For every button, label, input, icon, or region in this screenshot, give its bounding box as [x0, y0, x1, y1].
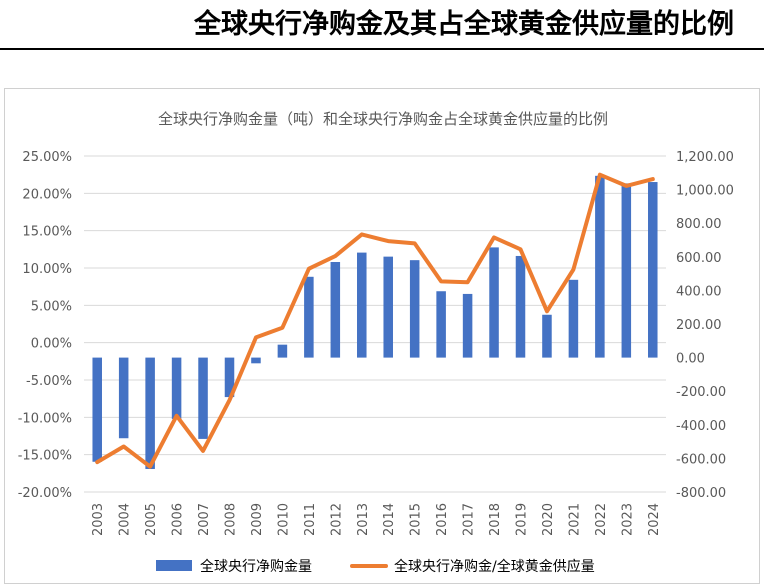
bar	[330, 262, 341, 358]
bar	[515, 255, 526, 358]
left-axis-tick-label: -10.00%	[18, 411, 72, 426]
left-axis: -20.00% -15.00% -10.00% -5.00% 0.00% 5.00% 10.…	[18, 150, 72, 501]
x-axis-tick-label: 2012	[329, 503, 344, 536]
left-axis-tick-label: -20.00%	[18, 486, 72, 501]
right-axis-tick-label: 600.00	[676, 251, 722, 266]
left-axis-tick-label: 15.00%	[22, 225, 72, 240]
bar	[462, 293, 473, 358]
legend: 全球央行净购金量 全球央行净购金/全球黄金供应量	[156, 558, 595, 575]
ratio-line	[95, 172, 655, 469]
x-axis-tick-label: 2023	[620, 503, 635, 536]
x-axis-tick-label: 2011	[303, 503, 318, 536]
x-axis-tick-label: 2003	[91, 503, 106, 536]
chart-frame	[4, 88, 760, 584]
x-axis-tick-label: 2009	[250, 503, 265, 536]
bar	[171, 357, 182, 419]
x-axis-tick-label: 2004	[118, 503, 133, 536]
x-axis-tick-label: 2021	[567, 503, 582, 536]
left-axis-tick-label: 5.00%	[31, 299, 72, 314]
x-axis-tick-label: 2008	[224, 503, 239, 536]
gridlines	[84, 155, 666, 493]
right-axis-tick-label: 1,200.00	[676, 150, 734, 165]
x-axis: 2003 2004 2005 2006 2007 2008 2009 2010 2011 2012…	[91, 503, 662, 536]
x-axis-tick-label: 2017	[462, 503, 477, 536]
x-axis-tick-label: 2020	[541, 503, 556, 536]
chart-title: 全球央行净购金量（吨）和全球央行净购金占全球黄金供应量的比例	[158, 110, 608, 128]
left-axis-tick-label: -15.00%	[18, 449, 72, 464]
x-axis-tick-label: 2013	[356, 503, 371, 536]
bar	[436, 291, 446, 358]
bar	[409, 260, 420, 358]
left-axis-tick-label: -5.00%	[26, 374, 72, 389]
x-axis-tick-label: 2015	[409, 503, 424, 536]
right-axis-tick-label: -400.00	[676, 419, 726, 434]
x-axis-tick-label: 2005	[144, 503, 159, 536]
x-axis-tick-label: 2018	[488, 503, 503, 536]
bar	[198, 357, 208, 439]
bar	[648, 182, 658, 358]
x-axis-tick-label: 2010	[276, 503, 291, 536]
right-axis-tick-label: -600.00	[676, 452, 726, 467]
bar	[621, 183, 632, 358]
title-rule	[0, 48, 764, 50]
right-axis-tick-label: 0.00	[676, 352, 705, 367]
right-axis-tick-label: 200.00	[676, 318, 722, 333]
page-title: 全球央行净购金及其占全球黄金供应量的比例	[194, 9, 734, 40]
right-axis: -800.00 -600.00 -400.00 -200.00 0.00 200.00 40…	[676, 150, 734, 501]
bar	[383, 256, 393, 358]
bar	[595, 175, 605, 358]
line-series	[95, 172, 655, 469]
bar	[118, 357, 129, 439]
right-axis-tick-label: 800.00	[676, 217, 722, 232]
left-axis-tick-label: 10.00%	[22, 262, 72, 277]
x-axis-tick-label: 2014	[382, 503, 397, 536]
bar-series	[92, 175, 658, 469]
right-axis-tick-label: 1,000.00	[676, 184, 734, 199]
left-axis-tick-label: 20.00%	[22, 187, 72, 202]
x-axis-tick-label: 2022	[594, 503, 609, 536]
bar	[277, 344, 288, 358]
bar	[145, 357, 155, 469]
right-axis-tick-label: -200.00	[676, 385, 726, 400]
bar	[542, 314, 552, 358]
bar	[357, 252, 367, 358]
bar	[251, 357, 261, 364]
x-axis-tick-label: 2024	[647, 503, 662, 536]
bar	[92, 357, 102, 462]
legend-line-label: 全球央行净购金/全球黄金供应量	[394, 558, 595, 575]
bar	[489, 247, 499, 358]
bar	[304, 276, 314, 358]
x-axis-tick-label: 2006	[171, 503, 186, 536]
legend-bar-label: 全球央行净购金量	[200, 558, 312, 575]
legend-bar-swatch	[156, 560, 192, 571]
x-axis-tick-label: 2019	[515, 503, 530, 536]
right-axis-tick-label: -800.00	[676, 486, 726, 501]
x-axis-tick-label: 2007	[197, 503, 212, 536]
right-axis-tick-label: 400.00	[676, 284, 722, 299]
x-axis-tick-label: 2016	[435, 503, 450, 536]
left-axis-tick-label: 0.00%	[31, 337, 72, 352]
bar	[224, 357, 235, 398]
bar	[568, 279, 579, 358]
left-axis-tick-label: 25.00%	[22, 150, 72, 165]
